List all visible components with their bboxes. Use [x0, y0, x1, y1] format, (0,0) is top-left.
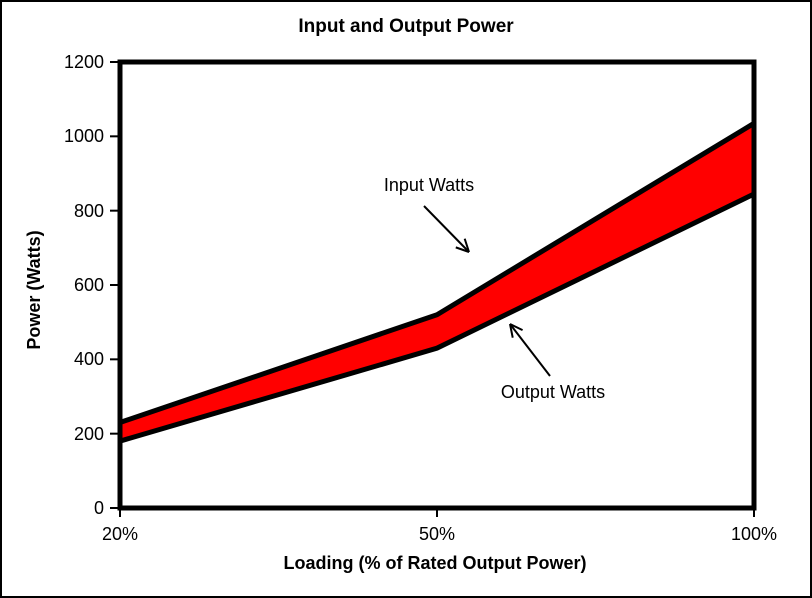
input-watts-line: [119, 121, 756, 425]
y-tick-label: 1200: [63, 52, 104, 72]
output-watts-line: [119, 191, 756, 444]
x-axis-title: Loading (% of Rated Output Power): [283, 553, 587, 573]
chart-title: Input and Output Power: [298, 16, 514, 37]
x-tick-label: 50%: [418, 524, 456, 544]
output-watts-arrow-head: [509, 323, 524, 332]
input-output-power-band: [120, 123, 754, 442]
y-tick-label: 800: [73, 200, 104, 221]
annotation-output-watts: Output Watts: [500, 382, 606, 402]
y-tick-label: 0: [93, 498, 104, 518]
output-watts-arrow: [509, 323, 551, 377]
y-tick-label: 200: [73, 423, 104, 444]
input-watts-arrow-head: [455, 246, 470, 253]
plot-border: [117, 59, 757, 511]
y-tick-label: 400: [73, 349, 104, 370]
x-tick-label: 20%: [101, 524, 139, 544]
annotation-input-watts: Input Watts: [383, 175, 475, 195]
y-tick-label: 600: [73, 275, 104, 295]
x-tick-label: 100%: [730, 524, 778, 544]
output-watts-arrow-head: [509, 323, 514, 338]
input-watts-arrow-head: [463, 238, 470, 253]
input-watts-arrow: [423, 205, 470, 253]
y-tick-label: 1000: [63, 126, 104, 147]
